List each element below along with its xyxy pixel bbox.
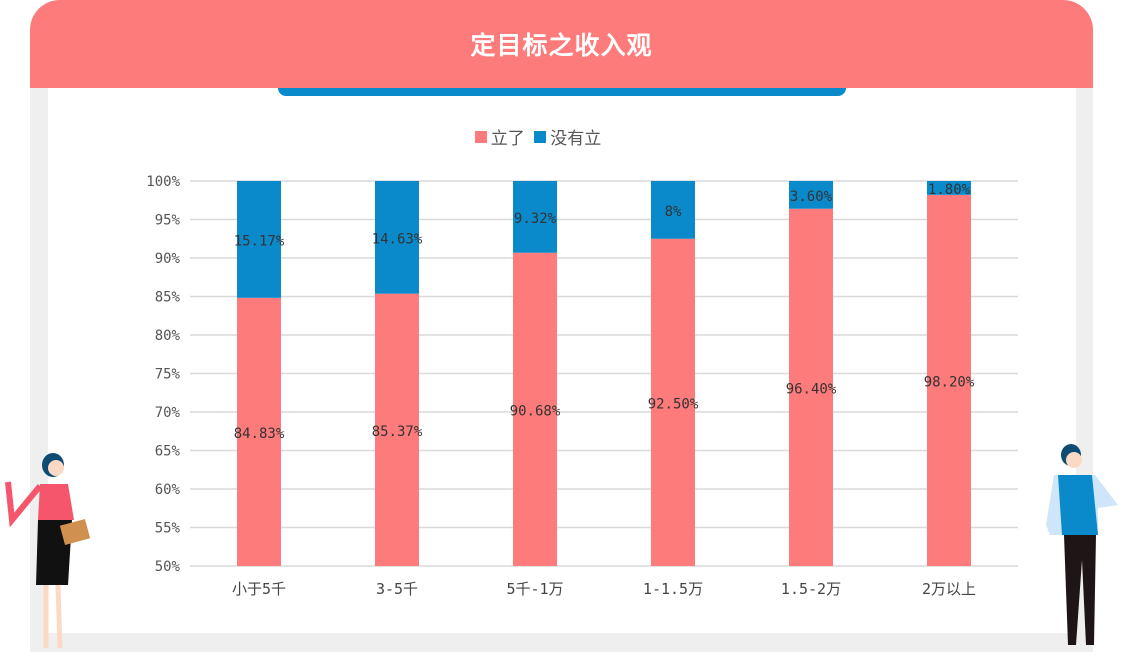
y-tick-label: 80% bbox=[155, 328, 181, 344]
bar-not-set bbox=[927, 181, 971, 195]
x-tick-label: 3-5千 bbox=[376, 580, 418, 598]
x-tick-label: 2万以上 bbox=[922, 580, 976, 598]
x-tick-label: 1.5-2万 bbox=[781, 580, 841, 598]
y-tick-label: 60% bbox=[155, 482, 181, 498]
bar-set bbox=[375, 293, 419, 566]
bar-set bbox=[651, 238, 695, 566]
legend-label-not-set: 没有立 bbox=[550, 129, 602, 149]
x-tick-label: 1-1.5万 bbox=[643, 580, 703, 598]
y-tick-label: 50% bbox=[155, 559, 181, 575]
y-tick-label: 85% bbox=[155, 290, 181, 306]
data-label: 1.80% bbox=[928, 182, 971, 198]
bar-not-set bbox=[513, 181, 557, 253]
y-tick-label: 75% bbox=[155, 367, 181, 383]
y-tick-label: 55% bbox=[155, 521, 181, 537]
bar-set bbox=[237, 297, 281, 566]
bar-not-set bbox=[651, 181, 695, 239]
legend-swatch-set bbox=[474, 130, 487, 143]
chart-panel bbox=[48, 88, 1076, 633]
woman-illustration bbox=[5, 453, 91, 649]
man-illustration bbox=[1046, 444, 1118, 645]
bar-set bbox=[513, 252, 557, 567]
legend-label-set: 立了 bbox=[490, 129, 525, 149]
bar-set bbox=[927, 194, 971, 567]
data-label: 14.63% bbox=[372, 231, 423, 247]
data-label: 90.68% bbox=[510, 403, 561, 419]
x-tick-label: 5千-1万 bbox=[506, 580, 563, 598]
bar-not-set bbox=[789, 181, 833, 209]
accent-bar bbox=[278, 88, 846, 96]
header-banner: 定目标之收入观 bbox=[30, 0, 1093, 88]
y-tick-label: 100% bbox=[146, 174, 180, 190]
legend-swatch-not-set bbox=[534, 130, 547, 143]
bar-not-set bbox=[237, 181, 281, 298]
data-label: 8% bbox=[665, 204, 682, 220]
x-tick-label: 小于5千 bbox=[232, 580, 286, 598]
page-title: 定目标之收入观 bbox=[470, 31, 653, 60]
data-label: 15.17% bbox=[234, 233, 285, 249]
data-label: 9.32% bbox=[514, 211, 557, 227]
data-label: 98.20% bbox=[924, 374, 975, 390]
y-tick-label: 90% bbox=[155, 251, 181, 267]
bar-not-set bbox=[375, 181, 419, 294]
data-label: 85.37% bbox=[372, 424, 423, 440]
data-label: 96.40% bbox=[786, 381, 837, 397]
y-tick-label: 95% bbox=[155, 213, 181, 229]
data-label: 3.60% bbox=[790, 189, 833, 205]
bar-set bbox=[789, 208, 833, 566]
legend: 立了 没有立 bbox=[0, 124, 1076, 149]
y-tick-label: 65% bbox=[155, 444, 181, 460]
data-label: 84.83% bbox=[234, 426, 285, 442]
y-tick-label: 70% bbox=[155, 405, 181, 421]
data-label: 92.50% bbox=[648, 396, 699, 412]
